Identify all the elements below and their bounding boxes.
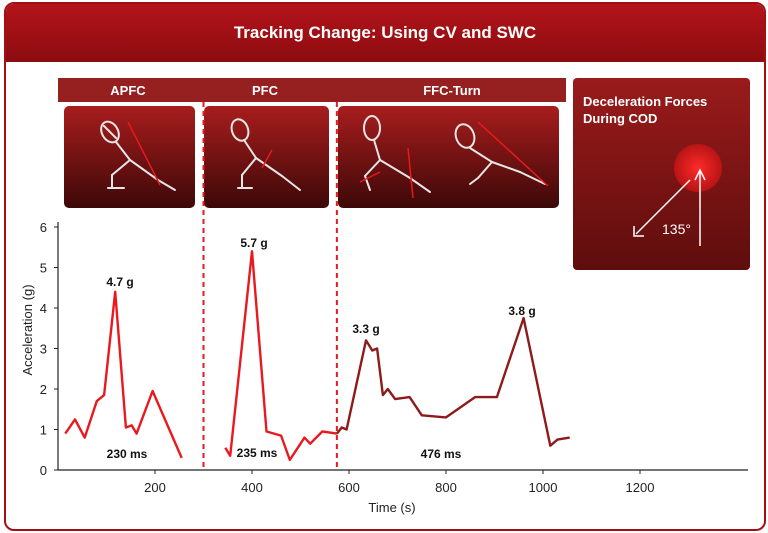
- phase-label-apfc: APFC: [110, 83, 146, 98]
- force-arrow-icon: [261, 149, 273, 169]
- force-arrow-icon: [127, 121, 161, 186]
- peak-label-apfc: 4.7 g: [106, 275, 133, 289]
- y-axis-label: Acceleration (g): [20, 284, 35, 375]
- y-tick-label: 1: [40, 423, 47, 438]
- x-axis-label: Time (s): [368, 500, 415, 515]
- y-tick-label: 2: [40, 382, 47, 397]
- info-title-line2: During COD: [583, 111, 657, 126]
- diagonal-vector-icon: [635, 179, 691, 235]
- duration-label-apfc: 230 ms: [107, 447, 148, 461]
- angle-label: 135°: [662, 221, 691, 237]
- info-title-line1: Deceleration Forces: [583, 94, 707, 109]
- duration-label-pfc: 235 ms: [237, 446, 278, 460]
- x-tick-label: 600: [338, 480, 360, 495]
- series-line: [224, 250, 338, 462]
- info-panel: Deceleration Forces During COD 135°: [573, 78, 750, 270]
- title-bar: Tracking Change: Using CV and SWC: [6, 4, 764, 62]
- illustration-card-ffc-turn: [338, 106, 559, 208]
- force-arrow-icon: [359, 171, 381, 183]
- peak-label-ffc-b: 3.8 g: [508, 304, 535, 318]
- phase-label-pfc: PFC: [252, 83, 279, 98]
- peak-label-pfc: 5.7 g: [240, 236, 267, 250]
- phase-header-band: [58, 78, 566, 102]
- duration-label-ffc-turn: 476 ms: [421, 447, 462, 461]
- x-tick-label: 800: [435, 480, 457, 495]
- force-origin-icon: [674, 144, 722, 192]
- x-tick-label: 400: [241, 480, 263, 495]
- illustration-card-pfc: [204, 106, 329, 208]
- y-tick-label: 6: [40, 220, 47, 235]
- phase-label-ffc-turn: FFC-Turn: [423, 83, 481, 98]
- skeleton-figure-icon: [230, 118, 301, 191]
- skeleton-figure-icon: [363, 115, 431, 193]
- force-arrow-icon: [407, 147, 414, 199]
- illustration-card-apfc: [64, 106, 195, 208]
- y-tick-label: 4: [40, 301, 47, 316]
- skeleton-figure-icon: [454, 123, 546, 185]
- series-line: [335, 316, 570, 447]
- series-line: [64, 290, 183, 459]
- y-tick-label: 5: [40, 261, 47, 276]
- peak-label-ffc-a: 3.3 g: [352, 322, 379, 336]
- x-tick-label: 1200: [626, 480, 655, 495]
- x-tick-label: 1000: [529, 480, 558, 495]
- skeleton-figure-icon: [100, 120, 176, 191]
- x-tick-label: 200: [144, 480, 166, 495]
- y-tick-label: 3: [40, 342, 47, 357]
- page-title: Tracking Change: Using CV and SWC: [233, 23, 537, 42]
- force-arrow-icon: [477, 121, 549, 187]
- y-tick-label: 0: [40, 463, 47, 478]
